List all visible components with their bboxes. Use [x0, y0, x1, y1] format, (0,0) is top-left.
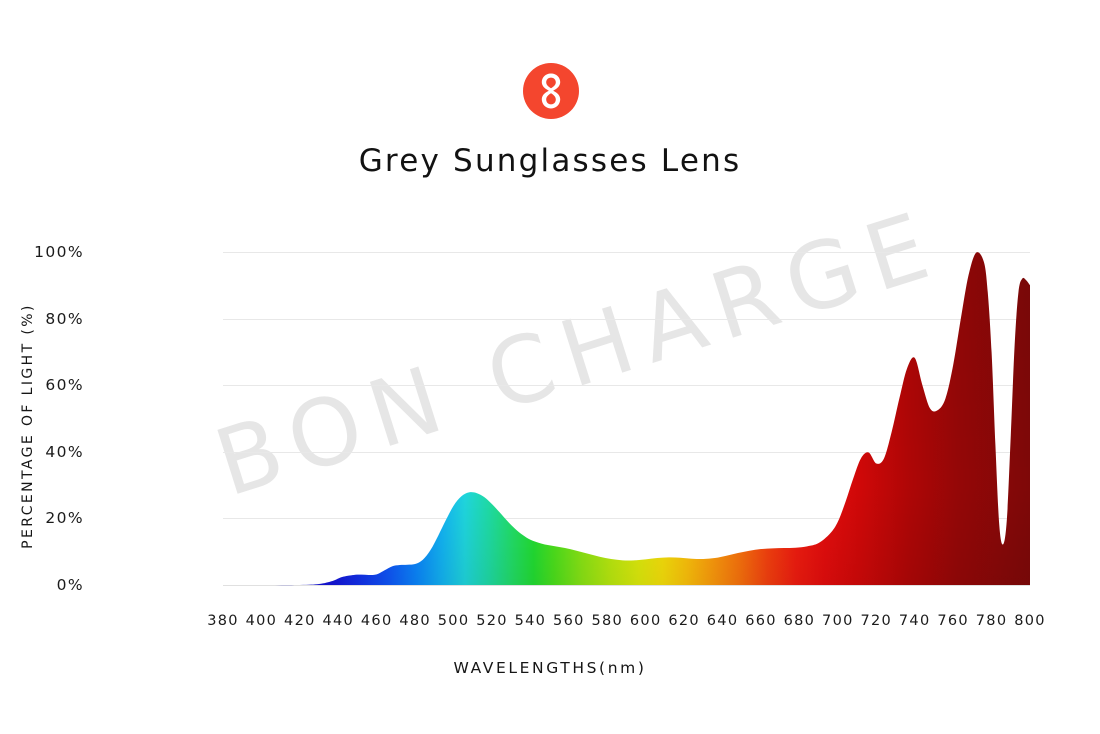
x-tick-label: 500 [437, 613, 470, 629]
x-tick-label: 780 [975, 613, 1008, 629]
x-tick-label: 720 [860, 613, 893, 629]
gridline-40 [223, 451, 1030, 453]
gridline-100 [223, 252, 1030, 253]
plot-area [223, 252, 1030, 586]
x-axis-title: WAVELENGTHS(nm) [453, 659, 647, 677]
gridline-20 [223, 518, 1030, 520]
x-tick-label: 540 [514, 613, 547, 629]
x-tick-label: 480 [399, 613, 431, 629]
x-tick-label: 400 [245, 613, 278, 629]
y-tick-label: 60% [45, 376, 84, 395]
y-axis-title: PERCENTAGE OF LIGHT (%) [20, 303, 36, 549]
x-tick-label: 680 [783, 613, 816, 629]
x-tick-label: 380 [207, 613, 239, 629]
x-tick-label: 460 [360, 613, 393, 629]
y-tick-label: 20% [45, 509, 84, 528]
x-tick-label: 420 [284, 613, 316, 629]
y-tick-label: 80% [45, 309, 84, 328]
x-axis-tick-labels: 380 400 420 440 460 480 500 520 540 560 580 600 620 6… [207, 613, 1044, 635]
x-tick-label: 520 [476, 613, 508, 629]
transmission-curve [223, 252, 1030, 586]
x-tick-label: 660 [745, 613, 777, 629]
y-tick-label: 0% [56, 576, 84, 594]
x-tick-label: 700 [822, 613, 854, 629]
gridline-60 [223, 385, 1030, 387]
x-tick-label: 760 [937, 613, 969, 629]
gridline-80 [223, 318, 1030, 320]
x-tick-label: 800 [1014, 613, 1046, 629]
x-tick-label: 640 [706, 613, 739, 629]
x-tick-label: 560 [553, 613, 585, 629]
y-tick-label: 40% [45, 442, 84, 461]
x-tick-label: 740 [898, 613, 931, 629]
x-tick-label: 440 [322, 613, 355, 629]
x-tick-label: 620 [668, 613, 700, 629]
x-tick-label: 580 [591, 613, 624, 629]
y-tick-label: 100% [34, 243, 84, 261]
x-tick-label: 600 [629, 613, 662, 629]
bon-charge-knot-logo-icon [523, 63, 579, 119]
page-title: Grey Sunglasses Lens [358, 143, 742, 179]
x-axis-line [223, 585, 1030, 586]
